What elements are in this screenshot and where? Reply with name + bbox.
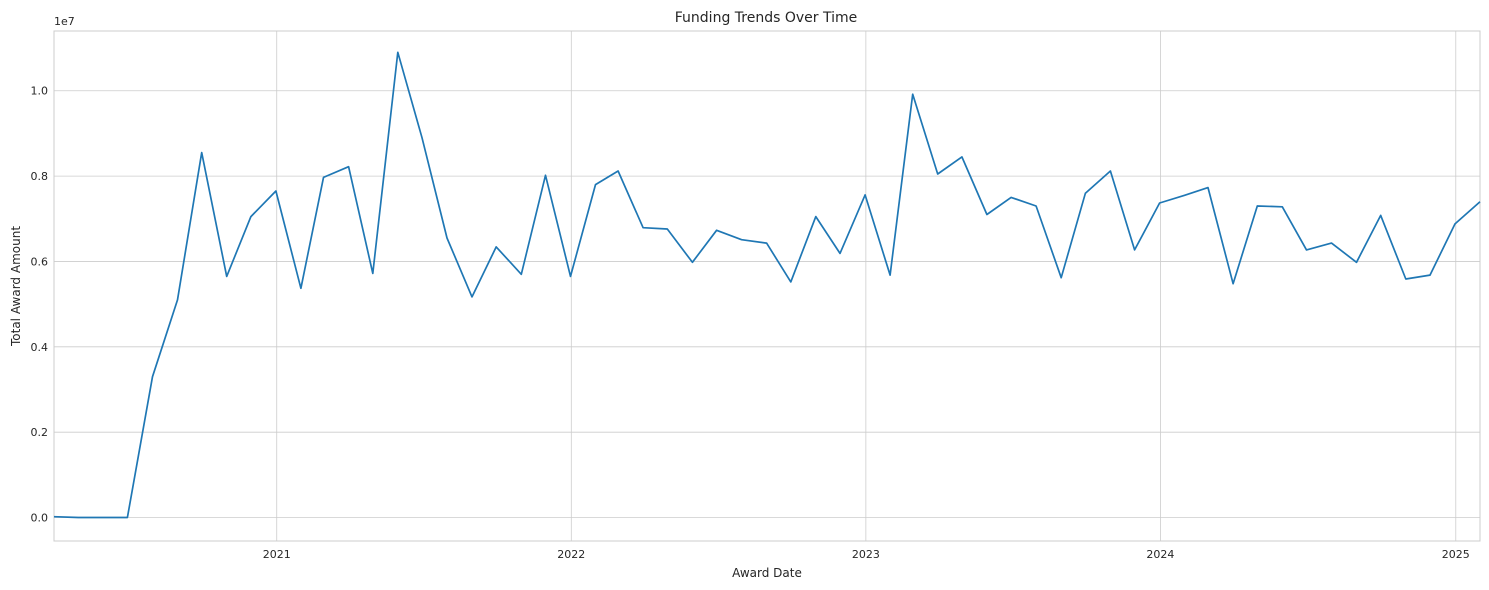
y-tick-label: 0.0 (31, 512, 49, 525)
x-tick-label: 2024 (1146, 548, 1174, 561)
y-tick-label: 0.8 (31, 170, 49, 183)
x-tick-label: 2023 (852, 548, 880, 561)
grid-lines (54, 31, 1480, 541)
y-tick-label: 0.6 (31, 255, 49, 268)
x-tick-label: 2025 (1442, 548, 1470, 561)
x-tick-label: 2022 (557, 548, 585, 561)
y-tick-label: 0.4 (31, 341, 49, 354)
y-tick-label: 0.2 (31, 426, 49, 439)
chart-title: Funding Trends Over Time (675, 10, 857, 26)
x-axis: 2021 2022 2023 2024 2025 (263, 548, 1470, 561)
x-axis-label: Award Date (732, 566, 802, 580)
y-axis: 0.0 0.2 0.4 0.6 0.8 1.0 (31, 85, 49, 525)
y-axis-label: Total Award Amount (9, 226, 23, 347)
y-scale-label: 1e7 (54, 15, 75, 28)
x-tick-label: 2021 (263, 548, 291, 561)
plot-frame (53, 30, 1481, 542)
series-line (53, 51, 1481, 519)
y-tick-label: 1.0 (31, 85, 49, 98)
